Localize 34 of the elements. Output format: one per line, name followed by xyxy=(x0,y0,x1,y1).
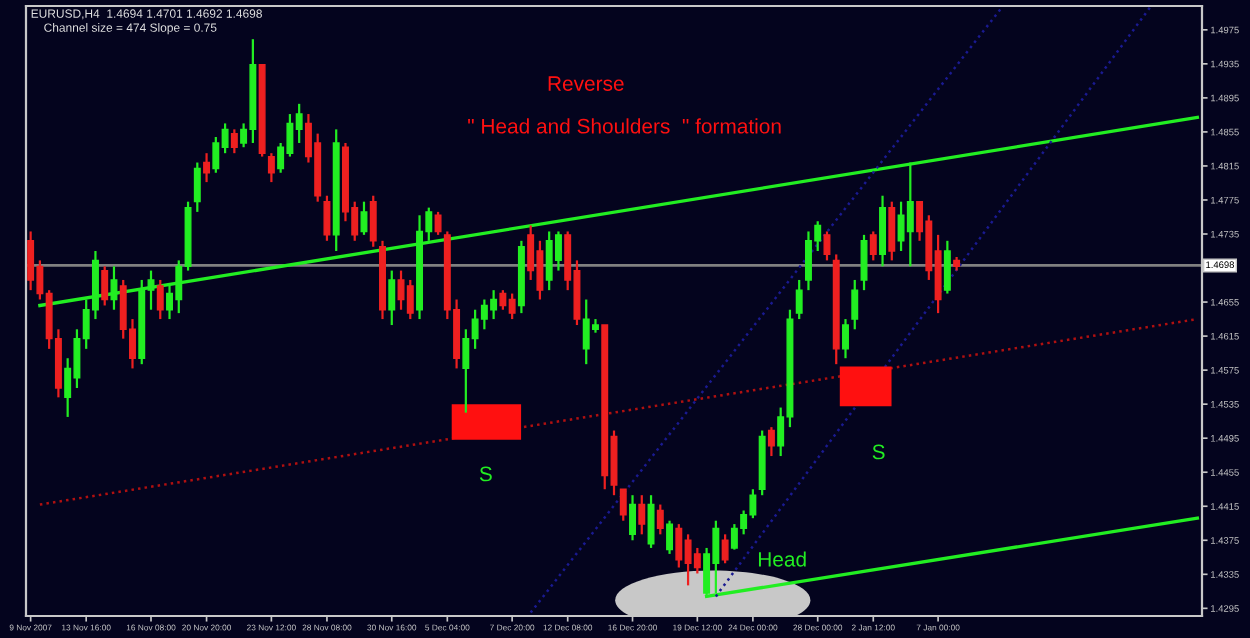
candlestick xyxy=(619,488,627,522)
candlestick xyxy=(842,317,849,360)
candlestick xyxy=(656,503,664,536)
candlestick xyxy=(629,494,636,542)
candlestick xyxy=(193,161,201,213)
candlestick xyxy=(369,194,377,248)
annotation: S xyxy=(872,444,885,460)
candlestick xyxy=(156,278,164,321)
candlestick xyxy=(693,546,701,575)
candlestick xyxy=(906,161,914,268)
candlestick xyxy=(230,128,238,155)
candlestick xyxy=(879,194,887,268)
annotation: " Head and Shoulders " formation xyxy=(468,118,781,134)
candlestick xyxy=(203,152,211,184)
candlestick xyxy=(666,519,674,555)
candlestick xyxy=(795,278,803,321)
candlestick xyxy=(101,265,109,307)
candlestick xyxy=(869,230,877,262)
annotation: Reverse xyxy=(548,76,624,91)
candlestick xyxy=(323,194,331,242)
candlestick xyxy=(434,210,442,236)
candlestick xyxy=(721,533,729,565)
candlestick xyxy=(27,230,35,292)
candlestick xyxy=(388,269,396,327)
candlestick xyxy=(851,278,859,331)
candlestick xyxy=(267,152,275,184)
annotation: S xyxy=(479,466,492,482)
candlestick xyxy=(647,494,655,550)
candlestick xyxy=(767,426,775,458)
candlestick xyxy=(406,278,414,321)
candlestick xyxy=(638,494,646,536)
candlestick xyxy=(943,239,951,295)
annotation: Head xyxy=(758,551,806,567)
candlestick xyxy=(888,200,896,262)
